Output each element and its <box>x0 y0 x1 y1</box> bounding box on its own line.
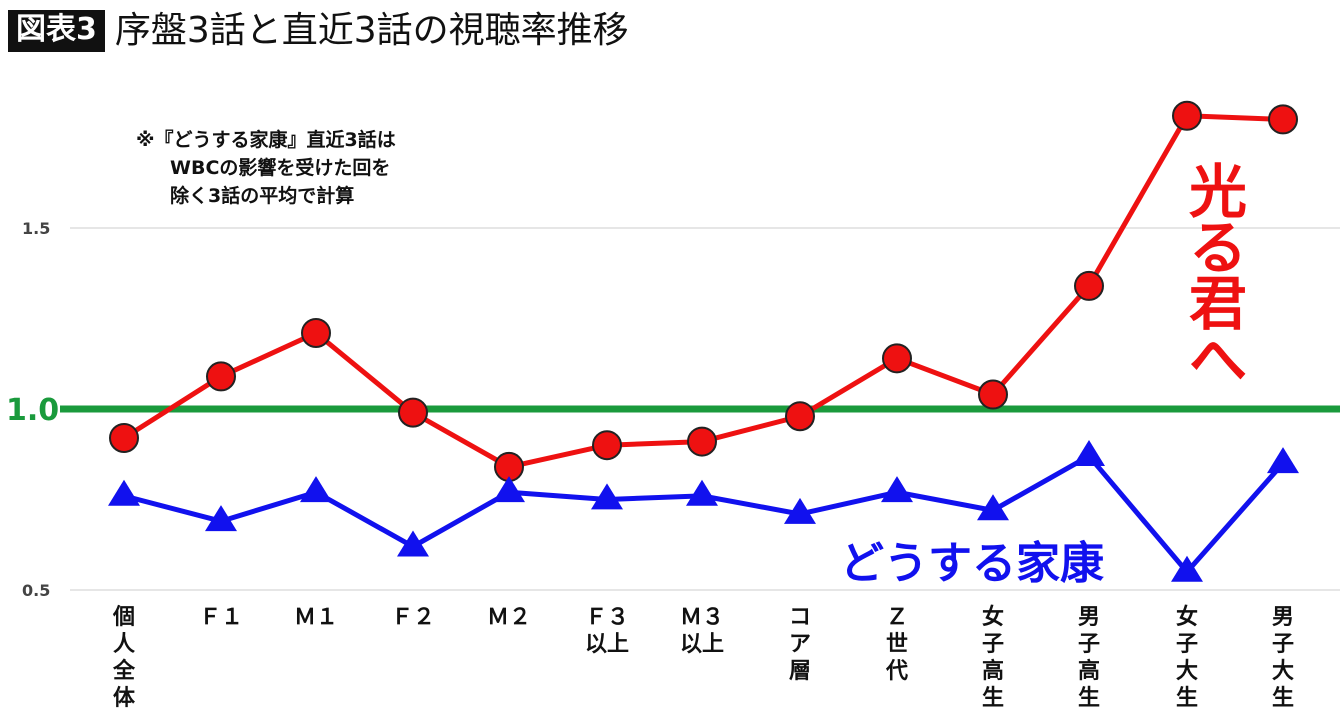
data-point-Z世代 <box>882 343 912 374</box>
data-point-M3以上 <box>686 479 718 506</box>
x-tick-label-F2: Ｆ２ <box>391 605 435 630</box>
x-tick-label-line: 世 <box>886 632 908 657</box>
y-tick-label-1.5: 1.5 <box>22 219 50 238</box>
x-tick-label-line: 大 <box>1272 659 1294 684</box>
x-tick-label-Z世代: Ｚ世代 <box>885 605 908 684</box>
x-tick-label-コア層: コア層 <box>789 605 811 684</box>
series-label-hikaru-char: 光 <box>1189 158 1247 226</box>
series-label-ieyasu: どうする家康 <box>840 538 1104 589</box>
note-line-1: ※『どうする家康』直近3話は <box>136 128 396 151</box>
y-tick-label-0.5: 0.5 <box>22 581 50 600</box>
x-tick-label-line: Ｚ <box>886 605 908 630</box>
data-point-F2 <box>397 530 429 557</box>
x-tick-label-line: Ｍ２ <box>487 605 531 630</box>
series-label-hikaru-char: へ <box>1189 326 1247 394</box>
chart-note: ※『どうする家康』直近3話は WBCの影響を受けた回を 除く3話の平均で計算 <box>136 128 396 207</box>
x-tick-label-line: Ｍ３ <box>680 605 724 630</box>
x-tick-label-line: Ｆ３ <box>585 605 629 630</box>
x-tick-label-M1: Ｍ１ <box>294 605 338 630</box>
series-label-hikaru-char: 君 <box>1189 270 1247 338</box>
x-tick-label-line: 子 <box>1272 632 1294 657</box>
chart-title: 序盤3話と直近3話の視聴率推移 <box>114 10 629 51</box>
data-point-M3以上 <box>687 426 717 457</box>
reference-line-label: 1.0 <box>6 393 59 428</box>
data-point-M1 <box>301 317 331 348</box>
data-point-男子大生 <box>1268 104 1298 135</box>
data-point-個人全体 <box>109 422 139 453</box>
x-tick-label-line: 人 <box>113 632 135 657</box>
x-tick-label-line: 男 <box>1078 605 1100 630</box>
y-axis-ticks: 1.5 0.5 1.0 <box>6 219 59 600</box>
x-tick-label-line: 女 <box>982 604 1004 630</box>
chart-header: 図表3 序盤3話と直近3話の視聴率推移 <box>8 6 629 56</box>
data-point-F3以上 <box>591 483 623 510</box>
note-line-2: WBCの影響を受けた回を <box>170 156 390 179</box>
series-ieyasu <box>108 439 1299 582</box>
x-tick-label-line: 層 <box>789 659 811 684</box>
data-point-F2 <box>398 397 428 428</box>
data-point-女子高生 <box>978 379 1008 410</box>
x-tick-label-line: ア <box>789 632 811 657</box>
data-point-F1 <box>206 361 236 392</box>
x-tick-label-line: Ｆ２ <box>391 605 435 630</box>
data-point-コア層 <box>784 497 816 524</box>
x-tick-label-line: 高 <box>1078 658 1100 684</box>
x-tick-label-line: コ <box>789 605 811 630</box>
data-point-女子大生 <box>1171 555 1203 582</box>
x-tick-label-line: 代 <box>885 659 908 684</box>
data-point-F1 <box>205 505 237 532</box>
x-tick-label-line: 子 <box>1176 632 1198 657</box>
series-hikaru <box>109 100 1298 482</box>
data-point-Z世代 <box>881 476 913 503</box>
x-tick-label-line: 生 <box>982 686 1004 711</box>
data-point-コア層 <box>785 401 815 432</box>
x-tick-label-line: Ｍ１ <box>294 605 338 630</box>
x-tick-label-line: 以上 <box>585 632 629 657</box>
data-point-女子大生 <box>1172 100 1202 131</box>
x-tick-label-F1: Ｆ１ <box>199 605 243 630</box>
x-tick-label-M2: Ｍ２ <box>487 605 531 630</box>
grid-layer <box>70 227 1340 591</box>
x-tick-label-line: 子 <box>982 632 1004 657</box>
data-point-F3以上 <box>592 430 622 461</box>
x-tick-label-line: 生 <box>1272 686 1294 711</box>
series-layer <box>108 100 1299 582</box>
x-tick-label-line: 個 <box>112 605 135 630</box>
series-line <box>123 453 1285 575</box>
figure-badge: 図表3 <box>8 10 105 52</box>
data-point-男子高生 <box>1073 439 1105 466</box>
series-label-hikaru-char: る <box>1189 214 1247 282</box>
data-point-M1 <box>300 476 332 503</box>
data-point-男子高生 <box>1074 270 1104 301</box>
x-tick-label-line: 男 <box>1272 605 1294 630</box>
data-point-M2 <box>493 476 525 503</box>
x-tick-label-line: 生 <box>1176 686 1198 711</box>
x-tick-label-line: 全 <box>112 658 136 684</box>
data-point-個人全体 <box>108 479 140 506</box>
x-tick-label-line: 生 <box>1078 686 1100 711</box>
note-line-3: 除く3話の平均で計算 <box>170 184 354 207</box>
x-tick-label-line: Ｆ１ <box>199 605 243 630</box>
data-point-女子高生 <box>977 494 1009 521</box>
x-tick-label-line: 体 <box>113 686 136 711</box>
x-tick-label-line: 大 <box>1176 659 1198 684</box>
x-tick-label-line: 以上 <box>680 632 724 657</box>
data-point-男子大生 <box>1267 447 1299 474</box>
x-tick-label-line: 女 <box>1176 604 1198 630</box>
x-tick-label-line: 高 <box>982 658 1004 684</box>
x-tick-label-line: 子 <box>1078 632 1100 657</box>
